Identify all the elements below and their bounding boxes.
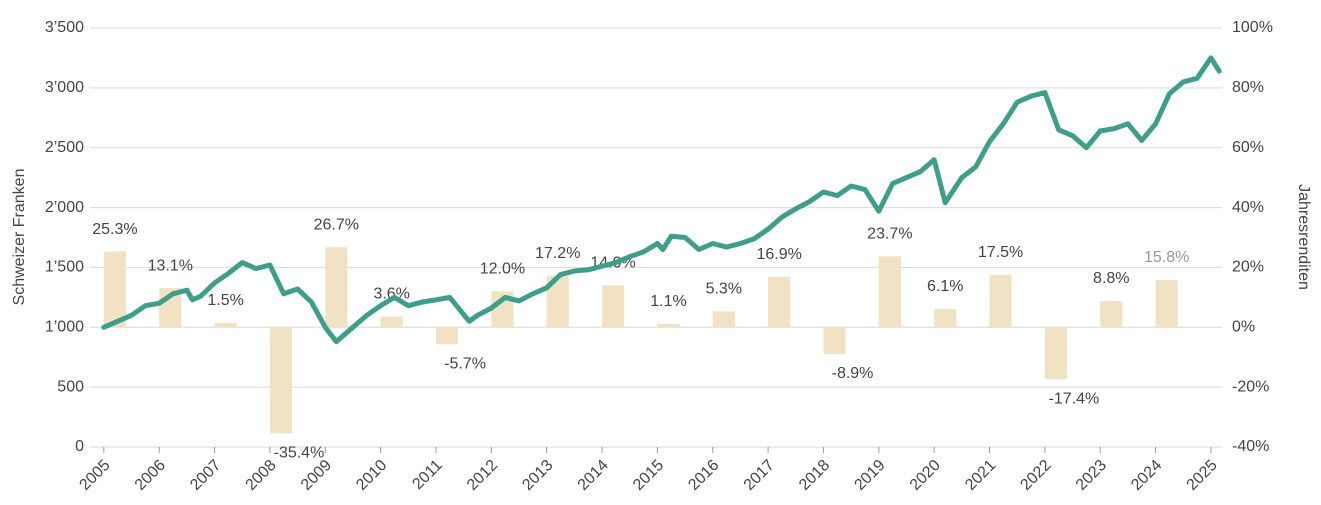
bar xyxy=(712,311,735,328)
bar-value-label: 15.8% xyxy=(1144,249,1189,266)
bar-value-label: -8.9% xyxy=(832,365,874,382)
x-tick-label: 2020 xyxy=(907,457,944,494)
x-tick-label: 2024 xyxy=(1128,457,1165,494)
x-tick-label: 2008 xyxy=(243,457,280,494)
bar-value-label: 17.2% xyxy=(535,245,580,262)
bar-value-label: -17.4% xyxy=(1049,391,1100,408)
x-tick-label: 2023 xyxy=(1073,457,1110,494)
bar xyxy=(1044,327,1068,380)
bar xyxy=(768,276,791,328)
x-tick-label: 2022 xyxy=(1017,457,1054,494)
y2-tick-label: 100% xyxy=(1232,19,1273,36)
y-tick-label: 0 xyxy=(75,438,84,455)
x-tick-label: 2017 xyxy=(741,457,778,494)
x-tick-label: 2021 xyxy=(962,457,999,494)
x-tick-label: 2014 xyxy=(575,457,612,494)
y2-tick-label: -40% xyxy=(1232,438,1269,455)
y-tick-label: 2’500 xyxy=(45,139,84,156)
bar xyxy=(1155,279,1178,328)
y-tick-label: 500 xyxy=(57,378,84,395)
bar-value-label: 26.7% xyxy=(314,217,359,234)
x-tick-label: 2007 xyxy=(187,457,224,494)
y-tick-label: 2’000 xyxy=(45,199,84,216)
y-tick-label: 1’000 xyxy=(45,319,84,336)
bar xyxy=(380,316,403,328)
bar-value-label: -5.7% xyxy=(444,356,486,373)
bar xyxy=(878,256,901,328)
x-tick-label: 2019 xyxy=(851,457,888,494)
y-tick-label: 3’500 xyxy=(45,19,84,36)
y2-tick-label: 80% xyxy=(1232,79,1264,96)
bar xyxy=(546,275,569,328)
x-tick-label: 2011 xyxy=(409,457,445,493)
x-tick-label: 2025 xyxy=(1184,457,1221,494)
bar xyxy=(435,327,459,345)
index-line xyxy=(101,55,1222,345)
x-tick-label: 2015 xyxy=(630,457,667,494)
x-tick-label: 2009 xyxy=(298,457,335,494)
x-tick-label: 2006 xyxy=(132,457,169,494)
x-tick-label: 2012 xyxy=(464,457,501,494)
bar-value-label: 6.1% xyxy=(927,278,963,295)
x-tick-label: 2005 xyxy=(76,457,113,494)
bar-value-label: 25.3% xyxy=(92,221,137,238)
bar xyxy=(989,274,1012,328)
bar xyxy=(657,323,680,328)
bar-value-label: 23.7% xyxy=(867,226,912,243)
y2-tick-label: 60% xyxy=(1232,139,1264,156)
y2-tick-label: 20% xyxy=(1232,259,1264,276)
y2-axis-label: Jahresrenditen xyxy=(1295,184,1312,290)
bar xyxy=(214,322,237,328)
bar-value-label: 8.8% xyxy=(1093,270,1129,287)
y-tick-label: 3’000 xyxy=(45,79,84,96)
bar xyxy=(823,327,846,354)
bar xyxy=(103,251,126,328)
bar xyxy=(602,285,625,328)
y-axis-label: Schweizer Franken xyxy=(11,169,28,306)
bar xyxy=(325,247,348,328)
bar-value-label: 16.9% xyxy=(756,246,801,263)
bar xyxy=(934,309,957,328)
y2-tick-label: 40% xyxy=(1232,199,1264,216)
bar-value-label: 1.5% xyxy=(207,292,243,309)
bar xyxy=(269,327,293,434)
bar-value-label: 17.5% xyxy=(978,244,1023,261)
bar-value-label: 1.1% xyxy=(650,293,686,310)
x-tick-label: 2016 xyxy=(685,457,722,494)
bar-value-label: 13.1% xyxy=(148,257,193,274)
x-tick-label: 2013 xyxy=(519,457,556,494)
y2-tick-label: 0% xyxy=(1232,319,1255,336)
bar-value-label: -35.4% xyxy=(274,444,325,461)
bar xyxy=(1100,300,1123,328)
bar-value-label: 5.3% xyxy=(706,281,742,298)
y2-tick-label: -20% xyxy=(1232,378,1269,395)
x-tick-label: 2010 xyxy=(353,457,390,494)
bar-value-label: 12.0% xyxy=(480,261,525,278)
y-tick-label: 1’500 xyxy=(45,259,84,276)
x-tick-label: 2018 xyxy=(796,457,833,494)
